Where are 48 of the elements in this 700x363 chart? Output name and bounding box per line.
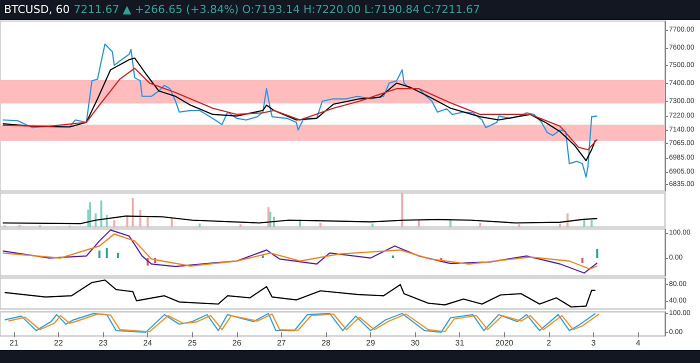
bar xyxy=(479,222,482,227)
bar xyxy=(240,224,242,227)
x-tick-label: 29 xyxy=(366,338,376,348)
x-tick-label: 3 xyxy=(591,338,596,348)
bar xyxy=(319,222,322,227)
bar xyxy=(198,224,201,227)
bar xyxy=(449,220,452,227)
bar xyxy=(113,220,116,227)
x-tick-label: 2020 xyxy=(495,338,514,348)
x-tick-label: 2 xyxy=(546,338,552,348)
line-series xyxy=(2,57,596,162)
bar xyxy=(100,200,102,227)
bar xyxy=(146,216,149,227)
x-tick-label: 4 xyxy=(636,338,641,348)
x-tick-label: 28 xyxy=(322,338,331,348)
bar xyxy=(590,220,593,227)
bar xyxy=(267,207,270,227)
x-tick-label: 25 xyxy=(188,338,198,348)
x-tick-label: 27 xyxy=(276,338,286,348)
bar xyxy=(418,220,420,227)
line-series xyxy=(4,279,596,308)
x-tick-label: 22 xyxy=(54,338,64,348)
bar xyxy=(106,248,108,258)
x-tick-label: 31 xyxy=(455,338,465,348)
x-tick-label: 21 xyxy=(9,338,19,348)
x-tick-label: 26 xyxy=(232,338,242,348)
bar xyxy=(559,224,562,227)
bar xyxy=(596,249,598,258)
bar xyxy=(94,213,97,227)
bar xyxy=(518,224,520,227)
bar xyxy=(132,198,134,227)
x-tick-label: 23 xyxy=(98,338,108,348)
bar xyxy=(170,218,173,227)
bar xyxy=(566,213,568,227)
x-tick-label: 30 xyxy=(410,338,420,348)
line-series xyxy=(2,68,598,150)
bar xyxy=(139,210,142,227)
bar xyxy=(371,224,374,227)
bar xyxy=(581,258,584,263)
line-series xyxy=(2,43,598,178)
chart-subtitle: 7211.67 ▲ +266.65 (+3.84%) O:7193.14 H:7220.00 L:7190.84 C:7211.67 xyxy=(74,3,480,16)
bar xyxy=(269,212,272,227)
chart-title: BTCUSD, 60 xyxy=(4,3,70,16)
bar xyxy=(116,253,119,258)
x-tick-label: 24 xyxy=(143,338,153,348)
bar xyxy=(401,193,404,227)
bar xyxy=(98,250,100,258)
bar xyxy=(89,202,92,227)
